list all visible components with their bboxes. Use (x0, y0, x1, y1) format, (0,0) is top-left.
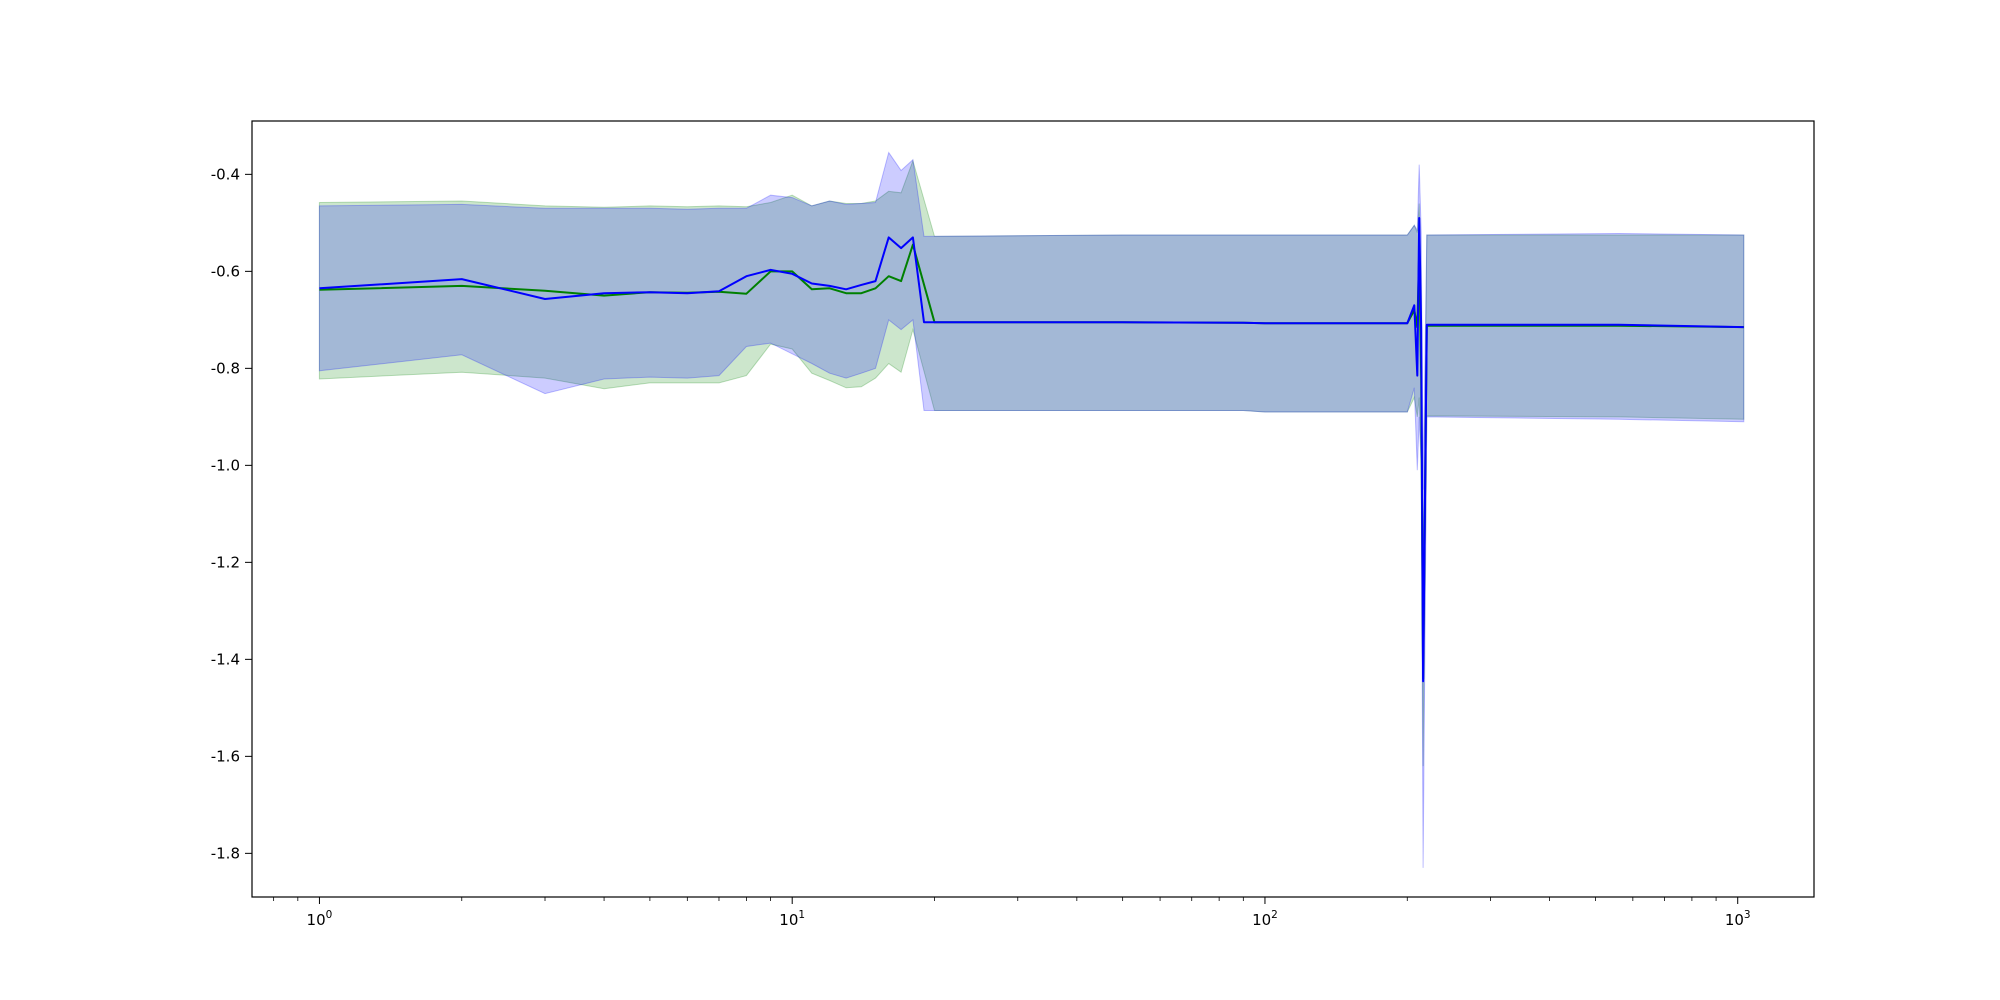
plot-frame (251, 120, 1815, 898)
y-tick-label: -1.4 (211, 650, 240, 668)
confidence-bands (318, 151, 1745, 868)
x-tick-label: 103 (1725, 909, 1751, 929)
y-tick-label: -1.6 (211, 747, 240, 765)
y-tick-label: -1.8 (211, 844, 240, 862)
band-series-1 (318, 159, 1745, 767)
line-series-2 (319, 217, 1744, 683)
y-tick-label: -0.6 (211, 262, 240, 280)
series-lines (319, 217, 1744, 683)
y-axis: -0.4 -0.6 -0.8 -1.0 -1.2 -1.4 -1.6 -1.8 (211, 165, 252, 862)
x-tick-label: 101 (779, 909, 805, 929)
y-tick-label: -1.0 (211, 456, 240, 474)
x-tick-label: 100 (307, 909, 333, 929)
y-tick-label: -0.8 (211, 359, 240, 377)
x-axis: 100 101 102 103 (273, 897, 1751, 929)
y-tick-label: -1.2 (211, 553, 240, 571)
x-tick-label: 102 (1252, 909, 1278, 929)
y-tick-label: -0.4 (211, 165, 240, 183)
band-series-2 (318, 151, 1745, 868)
